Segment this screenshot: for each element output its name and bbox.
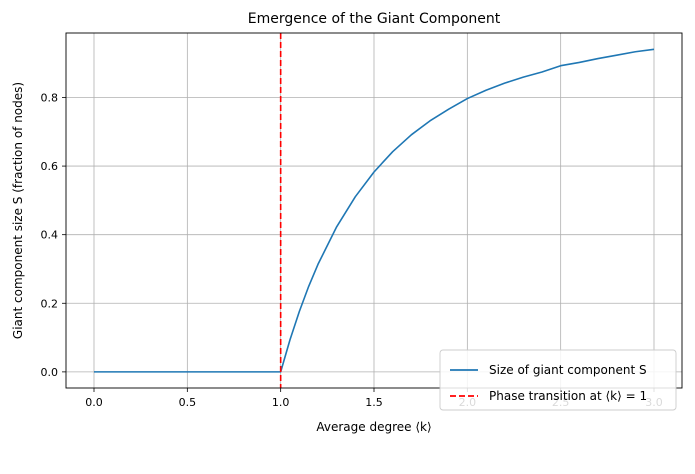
plot-area bbox=[94, 33, 655, 388]
legend: Size of giant component S Phase transiti… bbox=[439, 349, 677, 411]
y-axis-label: Giant component size S (fraction of node… bbox=[11, 82, 25, 339]
y-tick-label: 0.6 bbox=[41, 160, 59, 173]
y-tick-label: 0.0 bbox=[41, 366, 59, 379]
legend-label-phase-transition: Phase transition at ⟨k⟩ = 1 bbox=[489, 389, 647, 403]
x-tick-label: 1.5 bbox=[365, 396, 383, 409]
legend-box bbox=[439, 349, 677, 411]
x-tick-label: 0.5 bbox=[179, 396, 197, 409]
y-tick-label: 0.8 bbox=[41, 91, 59, 104]
legend-label-giant-component: Size of giant component S bbox=[489, 363, 647, 377]
series-line-giant-component bbox=[94, 48, 655, 373]
x-axis-label: Average degree ⟨k⟩ bbox=[316, 420, 431, 434]
x-tick-label: 1.0 bbox=[272, 396, 290, 409]
y-tick-label: 0.2 bbox=[41, 297, 59, 310]
y-tick-label: 0.4 bbox=[41, 229, 59, 242]
x-tick-label: 0.0 bbox=[85, 396, 103, 409]
chart-title: Emergence of the Giant Component bbox=[248, 11, 501, 27]
